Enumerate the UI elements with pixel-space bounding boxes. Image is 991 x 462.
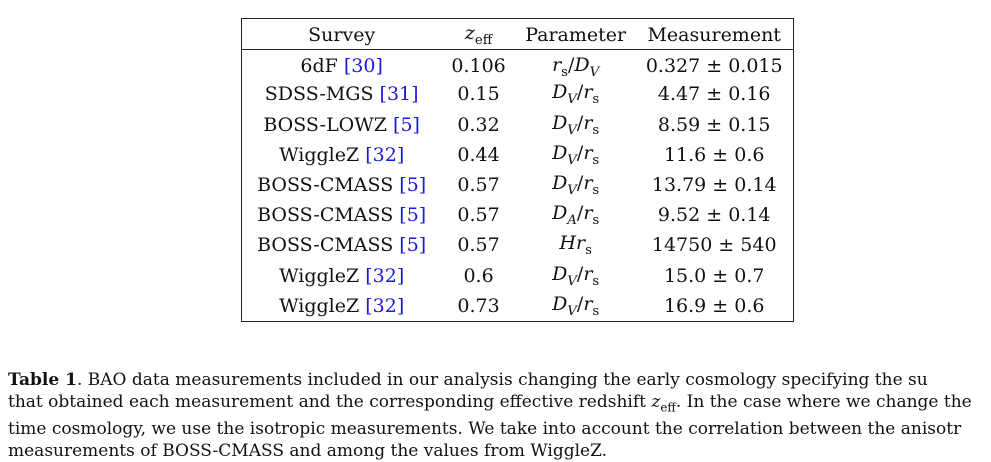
caption-line: that obtained each measurement and the c…	[8, 392, 972, 415]
table-row: SDSS-MGS [31] 0.15 DV/rs 4.47 ± 0.16	[242, 79, 793, 109]
citation-link[interactable]: [31]	[379, 83, 419, 106]
cell-measurement: 16.9 ± 0.6	[663, 294, 765, 317]
caption-line: time cosmology, we use the isotropic mea…	[8, 419, 962, 440]
table-row: BOSS-CMASS [5] 0.57 DV/rs 13.79 ± 0.14	[242, 170, 793, 200]
cell-zeff: 0.57	[457, 234, 500, 257]
cell-parameter: DA/rs	[552, 202, 600, 229]
cell-measurement: 4.47 ± 0.16	[657, 83, 771, 106]
cell-measurement: 0.327 ± 0.015	[645, 55, 783, 78]
citation-link[interactable]: [32]	[365, 143, 405, 166]
cell-survey: BOSS-CMASS [5]	[257, 204, 427, 227]
cell-measurement: 11.6 ± 0.6	[663, 143, 765, 166]
cell-parameter: Hrs	[559, 232, 592, 259]
table-row: WiggleZ [32] 0.73 DV/rs 16.9 ± 0.6	[242, 291, 793, 321]
cell-survey: 6dF [30]	[300, 55, 383, 78]
cell-zeff: 0.15	[457, 83, 500, 106]
cell-zeff: 0.32	[457, 113, 500, 136]
cell-measurement: 15.0 ± 0.7	[663, 264, 765, 287]
cell-zeff: 0.106	[451, 55, 506, 78]
header-zeff: zeff	[441, 19, 516, 50]
bao-table: Survey zeff Parameter Measurement 6dF [3…	[241, 18, 794, 322]
cell-parameter: rs/DV	[552, 53, 600, 80]
cell-parameter: DV/rs	[552, 111, 600, 138]
cell-zeff: 0.44	[457, 143, 500, 166]
citation-link[interactable]: [30]	[343, 55, 383, 78]
cell-survey: BOSS-LOWZ [5]	[263, 113, 420, 136]
cell-zeff: 0.57	[457, 173, 500, 196]
header-measurement: Measurement	[635, 19, 793, 50]
cell-survey: WiggleZ [32]	[279, 294, 405, 317]
table-row: 6dF [30] 0.106 rs/DV 0.327 ± 0.015	[242, 49, 793, 80]
citation-link[interactable]: [5]	[399, 234, 427, 257]
cell-parameter: DV/rs	[552, 172, 600, 198]
cell-parameter: DV/rs	[552, 292, 600, 319]
cell-measurement: 14750 ± 540	[651, 234, 777, 257]
header-parameter: Parameter	[515, 19, 636, 50]
table-header-row: Survey zeff Parameter Measurement	[242, 19, 793, 50]
citation-link[interactable]: [32]	[365, 294, 405, 317]
citation-link[interactable]: [32]	[365, 264, 405, 287]
table-row: BOSS-CMASS [5] 0.57 Hrs 14750 ± 540	[242, 230, 793, 260]
cell-parameter: DV/rs	[552, 262, 600, 289]
cell-survey: WiggleZ [32]	[279, 264, 405, 287]
cell-zeff: 0.57	[457, 204, 500, 227]
cell-zeff: 0.73	[457, 294, 500, 317]
table-row: WiggleZ [32] 0.6 DV/rs 15.0 ± 0.7	[242, 260, 793, 290]
bao-data-table: Survey zeff Parameter Measurement 6dF [3…	[242, 19, 793, 321]
cell-zeff: 0.6	[463, 264, 494, 287]
cell-measurement: 8.59 ± 0.15	[657, 113, 771, 136]
cell-measurement: 13.79 ± 0.14	[651, 173, 777, 196]
cell-parameter: DV/rs	[552, 141, 600, 168]
cell-survey: BOSS-CMASS [5]	[257, 234, 427, 257]
cell-survey: BOSS-CMASS [5]	[257, 173, 427, 196]
cell-measurement: 9.52 ± 0.14	[657, 204, 771, 227]
citation-link[interactable]: [5]	[399, 204, 427, 227]
cell-survey: SDSS-MGS [31]	[264, 83, 419, 106]
caption-label: Table 1	[8, 370, 77, 390]
table-row: WiggleZ [32] 0.44 DV/rs 11.6 ± 0.6	[242, 140, 793, 170]
caption-line: Table 1. BAO data measurements included …	[8, 370, 928, 390]
table-caption: Table 1. BAO data measurements included …	[8, 369, 991, 462]
table-row: BOSS-LOWZ [5] 0.32 DV/rs 8.59 ± 0.15	[242, 109, 793, 139]
citation-link[interactable]: [5]	[393, 113, 420, 136]
cell-survey: WiggleZ [32]	[279, 143, 405, 166]
citation-link[interactable]: [5]	[399, 173, 427, 196]
cell-parameter: DV/rs	[552, 81, 600, 108]
caption-line: measurements of BOSS-CMASS and among the…	[8, 441, 608, 462]
table-row: BOSS-CMASS [5] 0.57 DA/rs 9.52 ± 0.14	[242, 200, 793, 230]
header-survey: Survey	[242, 19, 442, 50]
